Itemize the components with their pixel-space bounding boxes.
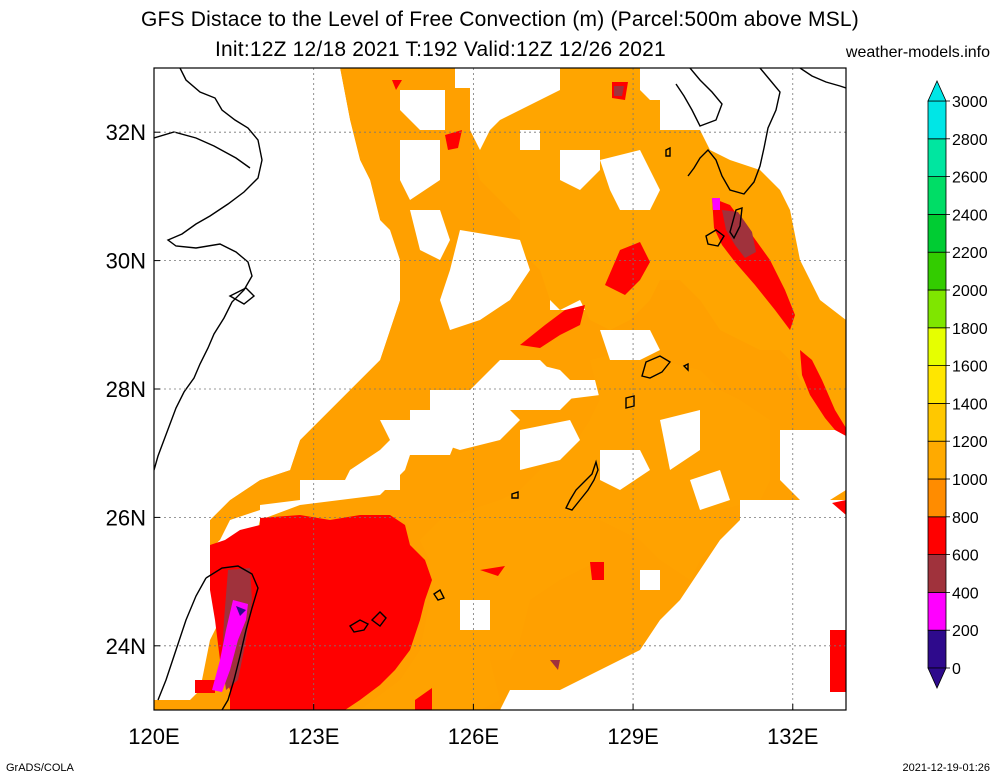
- field-red-small1: [445, 130, 462, 150]
- colorbar-segment: [927, 365, 947, 404]
- x-tick-label: 123E: [288, 724, 339, 749]
- colorbar-label: 2800: [952, 132, 988, 149]
- colorbar-segment: [927, 592, 947, 631]
- x-axis: 120E 123E 126E 129E 132E: [128, 704, 818, 749]
- x-tick-label: 126E: [448, 724, 499, 749]
- colorbar-segment: [927, 213, 947, 253]
- colorbar-over-arrow: [927, 80, 947, 102]
- island-small-2: [682, 362, 689, 372]
- colorbar-segment: [927, 516, 947, 555]
- island-miyako: [433, 588, 445, 601]
- field-red-small3: [590, 562, 604, 580]
- japan-east-coast: [799, 68, 846, 89]
- island-kume: [511, 491, 519, 499]
- y-tick-label: 26N: [106, 505, 146, 530]
- y-tick-label: 30N: [106, 249, 146, 274]
- field-red-small9: [392, 80, 402, 90]
- colorbar-label: 3000: [952, 94, 988, 111]
- field-red-southwest: [210, 515, 432, 710]
- colorbar-segment: [927, 289, 947, 329]
- colorbar: 0 200 400 600 800 1000 1200 1400 1600 1800 2000 220…: [927, 80, 988, 689]
- y-tick-label: 32N: [106, 120, 146, 145]
- colorbar-segment: [927, 251, 947, 291]
- colorbar-label: 600: [952, 548, 979, 565]
- field-red-small6: [415, 688, 432, 710]
- field-layer: [154, 68, 846, 710]
- colorbar-segment: [927, 402, 947, 442]
- chart-subtitle: Init:12Z 12/18 2021 T:192 Valid:12Z 12/2…: [215, 38, 666, 61]
- y-tick-label: 24N: [106, 634, 146, 659]
- colorbar-segment: [927, 440, 947, 480]
- colorbar-label: 1200: [952, 434, 988, 451]
- island-okinawa: [565, 459, 599, 511]
- coastlines: [154, 68, 846, 710]
- colorbar-label: 1000: [952, 472, 988, 489]
- colorbar-segment: [927, 554, 947, 593]
- colorbar-label: 800: [952, 510, 979, 527]
- field-magenta-east: [712, 198, 720, 210]
- colorbar-segment: [927, 138, 947, 178]
- colorbar-label: 1800: [952, 321, 988, 338]
- x-tick-label: 129E: [607, 724, 658, 749]
- island-amami: [641, 355, 672, 379]
- x-tick-label: 120E: [128, 724, 179, 749]
- colorbar-segment: [927, 327, 947, 366]
- field-red-small4: [830, 630, 846, 692]
- island-yaku: [705, 229, 725, 247]
- colorbar-label: 0: [952, 661, 961, 678]
- colorbar-label: 2600: [952, 170, 988, 187]
- field-red-east-lower: [800, 350, 846, 436]
- colorbar-label: 200: [952, 623, 979, 640]
- island-tanega: [729, 206, 743, 240]
- field-red-small8: [832, 500, 846, 515]
- china-coast: [154, 68, 263, 471]
- x-tick-label: 132E: [767, 724, 818, 749]
- island-small-1: [665, 146, 671, 157]
- field-red-small5: [480, 566, 505, 576]
- china-islands: [228, 287, 256, 305]
- china-coast-inner: [154, 131, 251, 169]
- field-brown-north: [614, 86, 624, 96]
- white-holes: [154, 68, 846, 710]
- colorbar-label: 1600: [952, 359, 988, 376]
- site-credit[interactable]: weather-models.info: [845, 44, 990, 61]
- field-red-center: [520, 305, 585, 348]
- chart-title: GFS Distace to the Level of Free Convect…: [141, 8, 859, 31]
- korea-japan-coast: [675, 68, 723, 127]
- field-red-center2: [605, 242, 650, 295]
- colorbar-label: 400: [952, 585, 979, 602]
- y-tick-label: 28N: [106, 377, 146, 402]
- japan-kyushu: [687, 68, 781, 195]
- footer-timestamp: 2021-12-19-01:26: [902, 762, 990, 774]
- island-ishigaki: [349, 611, 387, 633]
- colorbar-label: 1400: [952, 396, 988, 413]
- field-brown-small: [550, 660, 560, 670]
- taiwan-coast: [157, 565, 259, 710]
- colorbar-segment: [927, 629, 947, 669]
- colorbar-segment: [927, 478, 947, 518]
- colorbar-segment: [927, 100, 947, 140]
- colorbar-label: 2200: [952, 245, 988, 262]
- colorbar-segment: [927, 176, 947, 215]
- colorbar-under-arrow: [927, 667, 947, 689]
- gridlines: [154, 68, 846, 710]
- field-red-small7: [195, 680, 215, 693]
- y-axis: 24N 26N 28N 30N 32N: [106, 120, 160, 659]
- footer-credit: GrADS/COLA: [6, 762, 74, 774]
- colorbar-label: 2000: [952, 283, 988, 300]
- colorbar-label: 2400: [952, 207, 988, 224]
- field-purple-taiwan: [236, 606, 246, 616]
- field-brown-east: [722, 210, 756, 258]
- island-okinoerabu: [625, 395, 635, 409]
